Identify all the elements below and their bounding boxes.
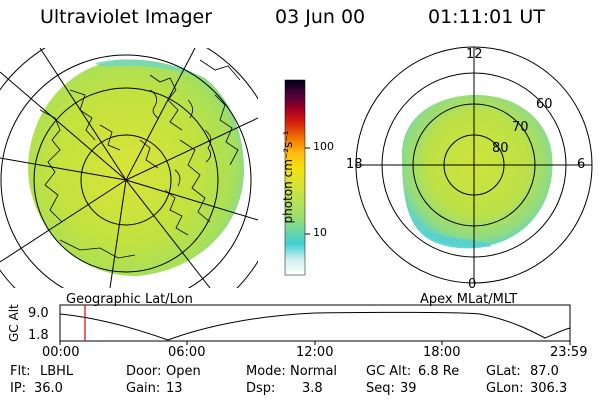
flt-label: Flt: xyxy=(10,364,31,379)
door-value: Open xyxy=(166,364,201,379)
altitude-ytick-high: 9.0 xyxy=(28,306,49,321)
lat-circle-80 xyxy=(80,134,172,226)
glat-label: GLat: xyxy=(486,364,521,379)
gain-label: Gain: xyxy=(126,381,161,396)
mlat-label-60: 60 xyxy=(536,97,553,112)
mode-value: Normal xyxy=(290,364,338,379)
coastlines xyxy=(39,59,241,259)
left-image-group xyxy=(0,48,258,288)
time-label: 01:11:01 UT xyxy=(428,6,545,28)
xtick-0000: 00:00 xyxy=(42,345,80,360)
gain-value: 13 xyxy=(166,381,183,396)
altitude-ytick-low: 1.8 xyxy=(28,328,49,343)
dsp-value: 3.8 xyxy=(302,381,323,396)
left-panel-caption: Geographic Lat/Lon xyxy=(66,292,193,307)
seq-label: Seq: xyxy=(366,381,395,396)
instrument-title: Ultraviolet Imager xyxy=(40,6,213,28)
gcalt-value: 6.8 Re xyxy=(418,364,460,379)
xtick-2359: 23:59 xyxy=(550,345,588,360)
lat-circle-60 xyxy=(0,54,252,288)
xtick-0600: 06:00 xyxy=(168,345,206,360)
aurora-region-right xyxy=(401,94,553,247)
glat-value: 87.0 xyxy=(530,364,559,379)
glon-value: 306.3 xyxy=(530,381,568,396)
mlt-label-6: 6 xyxy=(577,157,586,172)
colorbar xyxy=(284,79,306,276)
mlat-label-70: 70 xyxy=(512,120,529,135)
mlt-label-18: 18 xyxy=(346,157,363,172)
polar-plot xyxy=(355,46,593,284)
mlt-label-0: 0 xyxy=(468,277,477,292)
meridians xyxy=(0,48,258,288)
door-label: Door: xyxy=(126,364,162,379)
altitude-curve xyxy=(59,311,571,341)
colorbar-unit: photon cm⁻²s⁻¹ xyxy=(281,130,295,224)
dsp-label: Dsp: xyxy=(246,381,276,396)
glon-label: GLon: xyxy=(486,381,524,396)
right-panel-caption: Apex MLat/MLT xyxy=(420,292,518,307)
colorbar-label-100: 100 xyxy=(313,140,334,153)
flt-value: LBHL xyxy=(40,364,74,379)
colorbar-label-10: 10 xyxy=(313,226,327,239)
aurora-edge-left xyxy=(95,59,205,80)
x-ticks xyxy=(59,341,571,345)
mlat-label-80: 80 xyxy=(492,141,509,156)
seq-value: 39 xyxy=(400,381,417,396)
date-label: 03 Jun 00 xyxy=(275,6,366,28)
altitude-plot-frame xyxy=(59,304,571,342)
lat-circle-70 xyxy=(33,87,219,273)
xtick-1800: 18:00 xyxy=(423,345,461,360)
altitude-plot xyxy=(59,304,571,345)
altitude-ylabel: GC Alt xyxy=(7,304,21,342)
mlt-label-12: 12 xyxy=(466,47,483,62)
ip-value: 36.0 xyxy=(34,381,63,396)
aurora-region-left xyxy=(28,59,244,277)
gcalt-label: GC Alt: xyxy=(366,364,412,379)
mode-label: Mode: xyxy=(246,364,286,379)
ip-label: IP: xyxy=(10,381,27,396)
xtick-1200: 12:00 xyxy=(296,345,334,360)
